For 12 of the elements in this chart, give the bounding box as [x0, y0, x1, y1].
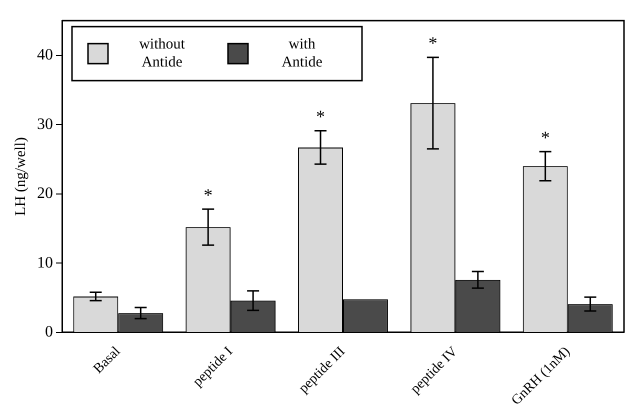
y-tick-label: 30 — [37, 116, 53, 133]
legend-label: with Antide — [282, 36, 323, 71]
annotation: * — [540, 127, 550, 148]
annotation: * — [204, 184, 213, 205]
y-tick-label: 10 — [37, 254, 53, 272]
y-tick-label: 20 — [37, 185, 53, 202]
y-axis-title: LH (ng/well) — [12, 137, 29, 216]
annotation: * — [428, 33, 438, 54]
annotation: * — [316, 106, 326, 127]
legend-label: without Antide — [139, 36, 186, 71]
y-tick-label: 0 — [45, 324, 53, 341]
y-tick-label: 40 — [37, 46, 53, 64]
